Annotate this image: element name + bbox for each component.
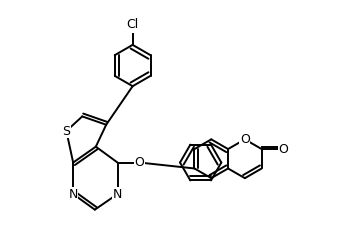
Text: O: O (279, 143, 288, 155)
Text: S: S (62, 124, 70, 138)
Text: N: N (113, 187, 122, 201)
Text: N: N (69, 187, 78, 201)
Text: O: O (135, 156, 144, 169)
Text: O: O (240, 133, 250, 146)
Text: Cl: Cl (126, 18, 139, 31)
